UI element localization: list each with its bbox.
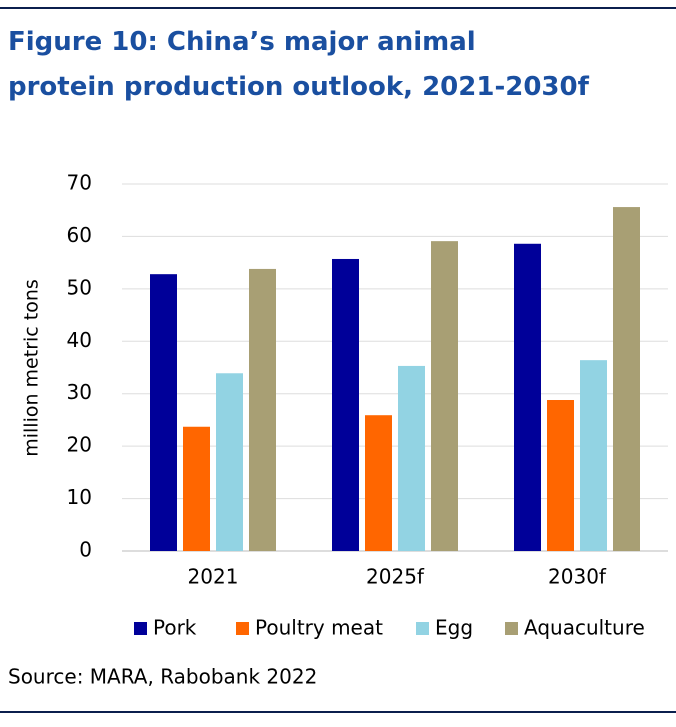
y-axis-label: million metric tons [21, 279, 43, 457]
legend-swatch [134, 622, 147, 635]
bar [332, 258, 359, 551]
legend-label: Aquaculture [524, 616, 645, 640]
legend-label: Pork [153, 616, 197, 640]
bar [613, 207, 640, 551]
bar [183, 426, 210, 551]
legend-swatch [505, 622, 518, 635]
bar [249, 268, 276, 551]
y-tick-label: 50 [67, 275, 92, 299]
bar [150, 274, 177, 551]
x-tick-label: 2030f [548, 565, 607, 589]
x-tick-label: 2025f [366, 565, 425, 589]
chart-title: Figure 10: China’s major animal protein p… [8, 27, 590, 102]
y-tick-label: 40 [67, 328, 92, 352]
bar [547, 400, 574, 551]
y-tick-label: 0 [79, 538, 92, 562]
legend-swatch [416, 622, 429, 635]
bar [365, 415, 392, 551]
y-tick-label: 60 [67, 223, 92, 247]
legend-swatch [236, 622, 249, 635]
legend-label: Egg [435, 616, 473, 640]
y-tick-label: 70 [67, 171, 92, 195]
x-tick-label: 2021 [188, 565, 239, 589]
legend-label: Poultry meat [255, 616, 383, 640]
bar [580, 360, 607, 551]
bar [216, 373, 243, 551]
y-tick-label: 10 [67, 485, 92, 509]
bar [514, 243, 541, 552]
bar [431, 241, 458, 551]
bar [398, 365, 425, 551]
y-tick-label: 30 [67, 380, 92, 404]
source: Source: MARA, Rabobank 2022 [8, 665, 317, 689]
y-tick-label: 20 [67, 433, 92, 457]
